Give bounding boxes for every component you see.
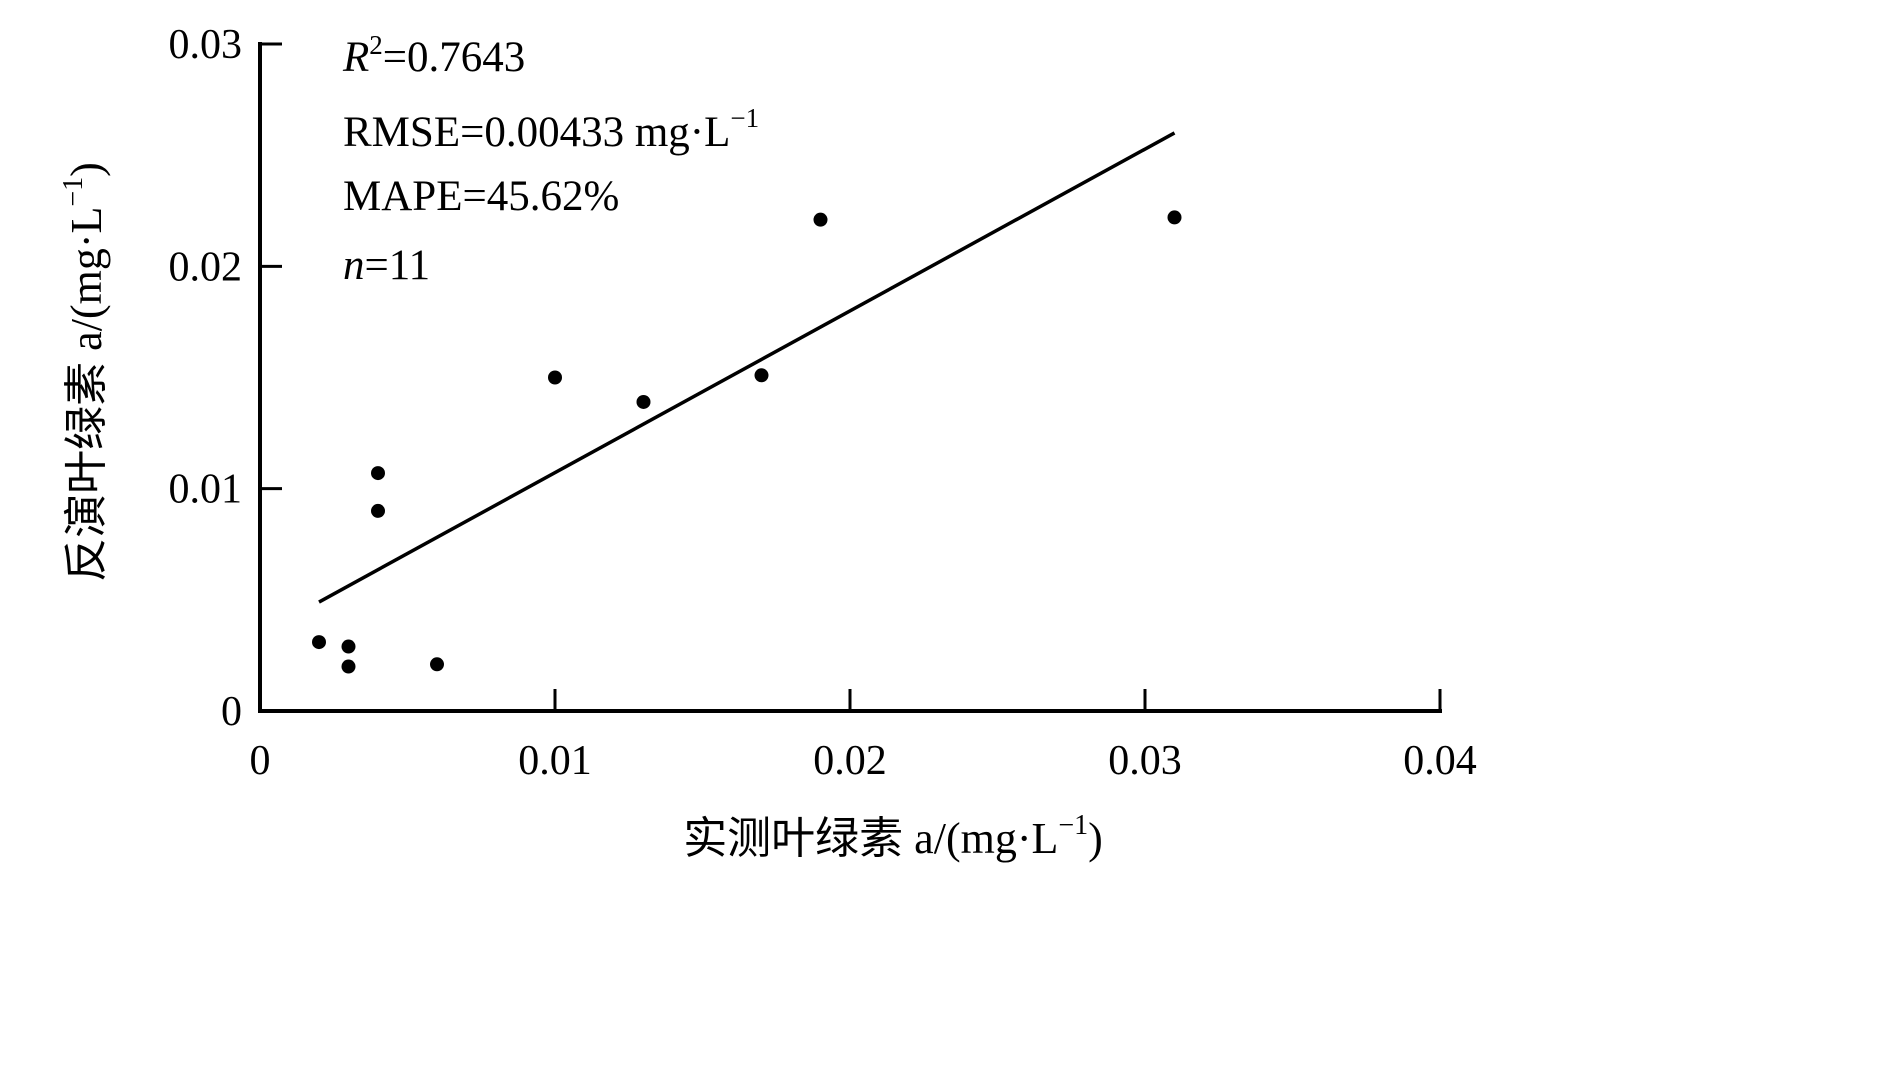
data-point xyxy=(341,639,356,654)
x-tick-label: 0.02 xyxy=(813,738,887,784)
data-point xyxy=(430,657,444,672)
x-axis-title: 实测叶绿素 a/(mg·L−1) xyxy=(683,810,1103,863)
x-axis-title-exponent: −1 xyxy=(1058,810,1088,841)
mape-annotation: MAPE=45.62% xyxy=(343,173,619,220)
x-tick-label: 0.04 xyxy=(1403,738,1477,784)
y-tick-label: 0.03 xyxy=(169,22,243,68)
x-tick-label: 0 xyxy=(250,738,271,784)
data-point xyxy=(1167,210,1182,225)
n-value: =11 xyxy=(365,242,431,289)
x-tick-label: 0.01 xyxy=(518,738,592,784)
data-point xyxy=(636,394,651,409)
data-point xyxy=(754,368,769,383)
x-tick-label: 0.03 xyxy=(1108,738,1182,784)
rmse-text: RMSE=0.00433 mg·L xyxy=(343,109,730,156)
r2-symbol: R xyxy=(342,34,369,81)
y-axis-title-exponent: −1 xyxy=(58,177,89,207)
y-axis-title-text: 反演叶绿素 a/(mg·L xyxy=(62,207,111,582)
x-axis-title-text: 实测叶绿素 a/(mg·L xyxy=(683,814,1058,863)
y-axis-title: 反演叶绿素 a/(mg·L−1) xyxy=(58,162,111,582)
y-tick-label: 0 xyxy=(221,689,242,735)
y-tick-label: 0.02 xyxy=(169,244,243,290)
n-annotation: n=11 xyxy=(343,242,430,289)
data-point xyxy=(312,635,326,650)
plot-area: 0 0.01 0.02 0.03 0.04 0 0.01 0.02 0.03 xyxy=(169,22,1477,784)
x-axis-title-close: ) xyxy=(1088,814,1103,863)
y-axis-title-close: ) xyxy=(62,162,111,177)
r2-value: =0.7643 xyxy=(383,34,526,81)
n-symbol: n xyxy=(343,242,365,289)
r2-annotation: R2=0.7643 xyxy=(342,30,525,81)
data-point xyxy=(548,370,562,385)
data-point xyxy=(371,466,385,481)
rmse-annotation: RMSE=0.00433 mg·L−1 xyxy=(343,103,759,156)
scatter-chart: 0 0.01 0.02 0.03 0.04 0 0.01 0.02 0.03 R2=0.7643… xyxy=(58,22,1477,863)
data-point xyxy=(341,659,356,674)
regression-line xyxy=(318,131,1176,604)
data-point xyxy=(813,212,828,227)
data-point xyxy=(371,503,385,518)
r2-exponent: 2 xyxy=(369,30,383,60)
y-tick-label: 0.01 xyxy=(169,467,243,513)
rmse-exponent: −1 xyxy=(730,103,759,133)
